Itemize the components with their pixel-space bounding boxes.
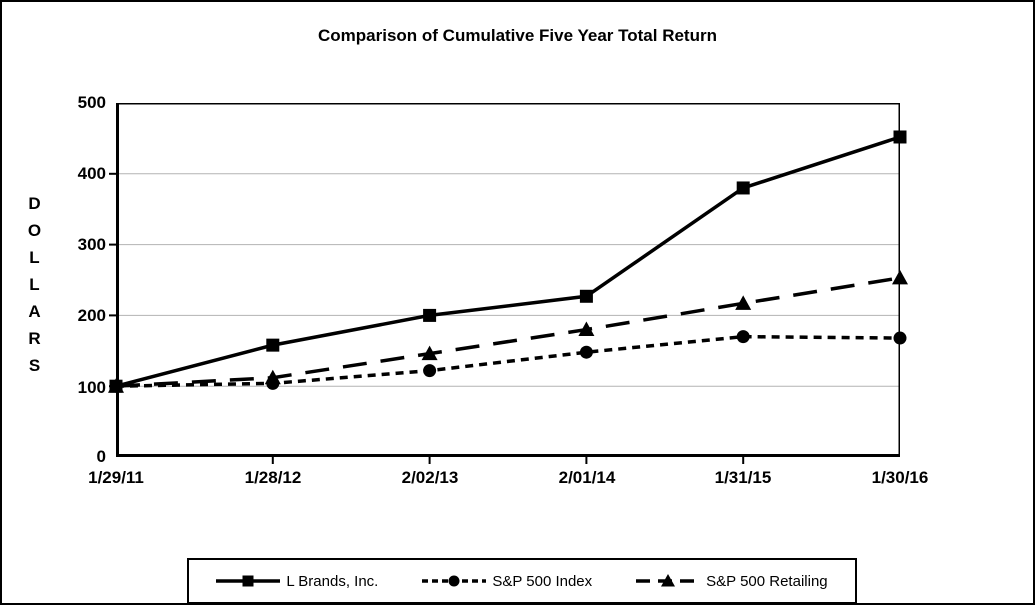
x-tick-label: 1/30/16: [871, 468, 929, 487]
x-tick-label: 1/31/15: [714, 468, 772, 487]
y-tick-label: 400: [77, 164, 106, 183]
y-axis-title: DOLLARS: [25, 194, 44, 383]
legend-swatch-line-square-icon: [216, 575, 281, 587]
chart-title: Comparison of Cumulative Five Year Total…: [318, 26, 717, 45]
legend-item: S&P 500 Index: [422, 572, 592, 590]
y-tick-label: 100: [77, 378, 106, 397]
x-tick-label: 1/28/12: [244, 468, 302, 487]
legend-swatch-line-triangle-icon: [636, 574, 701, 587]
plot-area: [108, 103, 908, 464]
legend-label: L Brands, Inc.: [286, 572, 379, 590]
legend: L Brands, Inc. S&P 500 Index S&P 500 Ret…: [187, 558, 857, 603]
legend-item: L Brands, Inc.: [216, 572, 378, 590]
x-tick-label: 1/29/11: [88, 468, 144, 487]
y-tick-label: 300: [77, 235, 106, 254]
legend-label: S&P 500 Retailing: [706, 572, 828, 590]
x-tick-label: 2/02/13: [401, 468, 459, 487]
legend-swatch-line-circle-icon: [422, 575, 487, 587]
y-tick-label: 0: [96, 447, 106, 466]
x-tick-label: 2/01/14: [558, 468, 616, 487]
y-tick-label: 200: [77, 306, 106, 325]
legend-label: S&P 500 Index: [492, 572, 593, 590]
y-tick-label: 500: [77, 93, 106, 112]
legend-item: S&P 500 Retailing: [636, 572, 828, 590]
